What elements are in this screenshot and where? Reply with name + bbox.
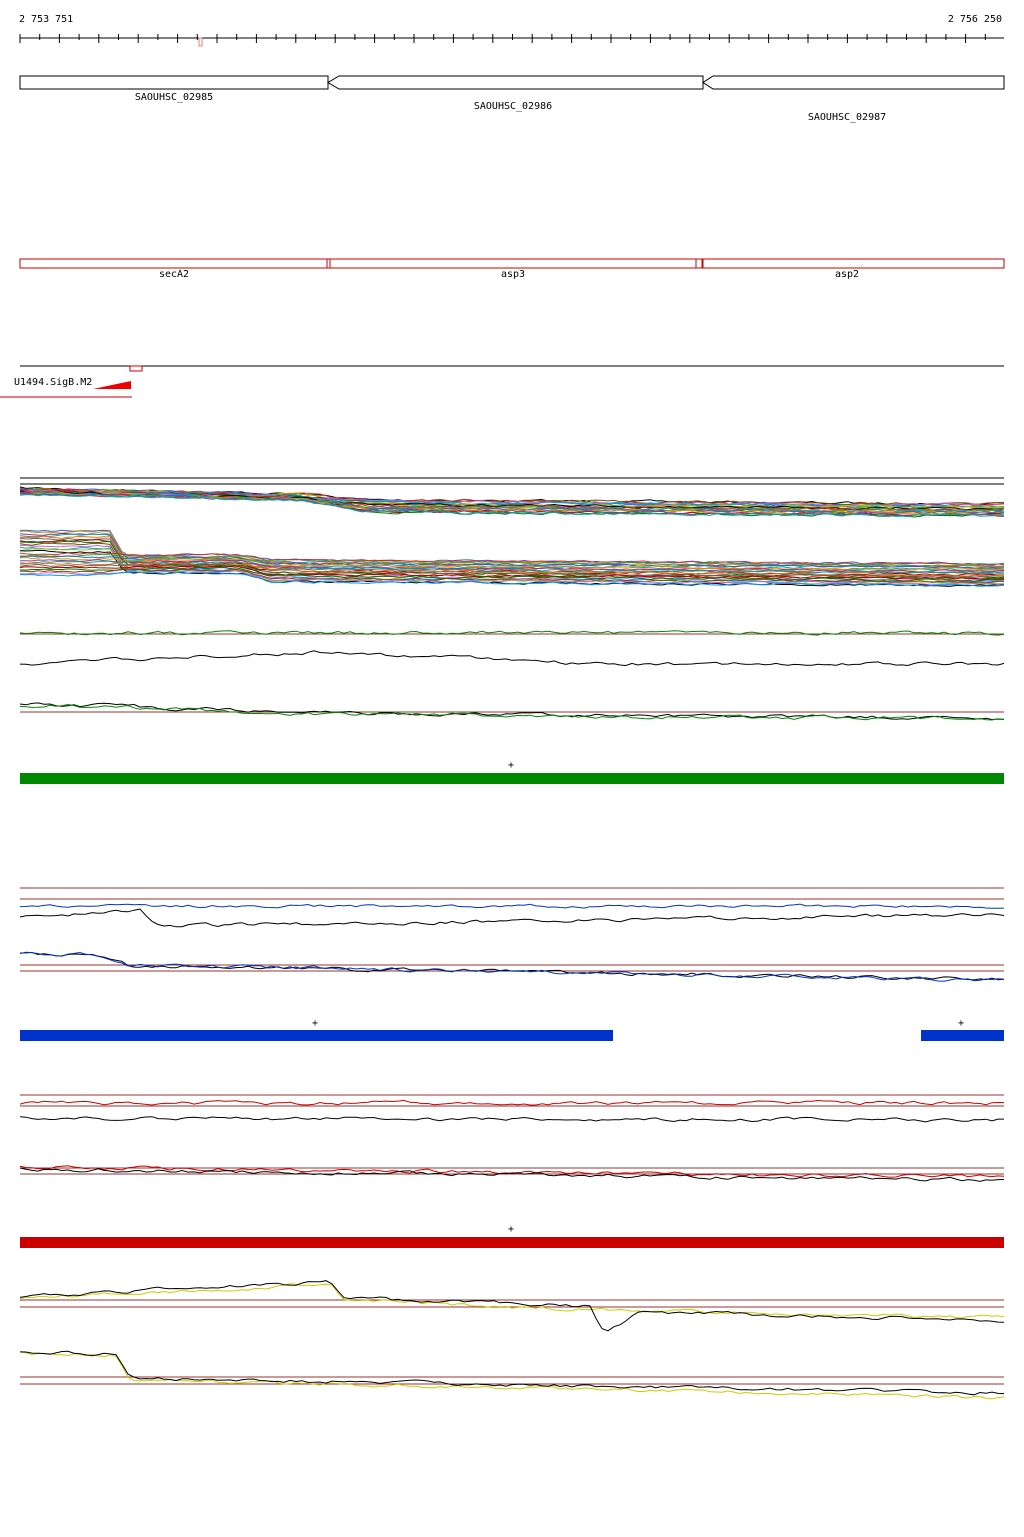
bundle-2-series-line: [20, 568, 1004, 584]
blue-strand-marker-left: +: [311, 1018, 319, 1029]
gene-name-asp3[interactable]: asp3: [500, 269, 526, 280]
gene-label-1[interactable]: SAOUHSC_02985: [134, 92, 214, 103]
bundle-2-series-line: [19, 552, 1005, 566]
bundle-2-series-line: [19, 560, 1004, 574]
start-coordinate: 2 753 751: [19, 14, 74, 25]
red-profile-upper-black: [19, 1116, 1004, 1123]
blue-profile-lower: [19, 951, 1005, 982]
gene-arrow-1[interactable]: [19, 75, 329, 90]
bundle-2-series-line: [20, 559, 1005, 573]
annotation-box-asp3[interactable]: [329, 258, 697, 269]
bundle-2-series-line: [19, 562, 1005, 577]
gene-arrow-2[interactable]: [327, 75, 704, 90]
yellow-profile-lower: [19, 1351, 1005, 1400]
bundle-1-series-line: [19, 491, 1005, 509]
bundle-2-series-line: [19, 556, 1005, 571]
motif-triangle[interactable]: [93, 381, 131, 389]
blue-profile-upper-black: [19, 908, 1005, 928]
gene-name-secA2[interactable]: secA2: [158, 269, 190, 280]
annotation-tick-2: [695, 258, 703, 269]
gene-label-3[interactable]: SAOUHSC_02987: [807, 112, 887, 123]
end-coordinate: 2 756 250: [947, 14, 1002, 25]
gene-arrow-3[interactable]: [702, 75, 1005, 90]
bundle-2-series-line: [20, 570, 1005, 586]
bundle-1-series-line: [19, 493, 1005, 518]
red-strand-marker: +: [507, 1224, 515, 1235]
bundle-2-series-line: [19, 566, 1005, 582]
green-profile-upper-black: [19, 650, 1005, 667]
yellow-profile-upper: [19, 1283, 1005, 1319]
motif-box[interactable]: [129, 365, 143, 372]
green-profile-lower-black: [19, 702, 1005, 721]
red-profile-upper: [19, 1099, 1005, 1106]
blue-strand-marker-right: +: [957, 1018, 965, 1029]
blue-profile-lower-black: [19, 951, 1005, 981]
gene-track: [19, 75, 1005, 90]
coordinate-ruler: [19, 34, 1004, 43]
regulatory-track: [0, 365, 1004, 398]
bundle-2-series-line: [19, 571, 1005, 587]
yellow-profile-upper-black: [19, 1280, 1005, 1332]
bundle-2-series-line: [19, 529, 1005, 565]
green-profile-lower: [19, 703, 1005, 721]
expression-profiles: [19, 477, 1005, 1400]
red-segment[interactable]: [20, 1237, 1004, 1248]
green-strand-marker: +: [507, 760, 515, 771]
yellow-profile-lower-black: [19, 1350, 1005, 1396]
green-profile-upper: [19, 630, 1005, 636]
blue-segment-right[interactable]: [921, 1030, 1004, 1041]
annotation-box-asp2[interactable]: [702, 258, 1005, 269]
position-marker: [198, 37, 203, 47]
annotation-track: [19, 258, 1005, 269]
blue-segment-left[interactable]: [20, 1030, 613, 1041]
red-profile-lower: [19, 1165, 1005, 1178]
green-segment[interactable]: [20, 773, 1004, 784]
sigb-motif-label[interactable]: U1494.SigB.M2: [14, 377, 93, 388]
gene-name-asp2[interactable]: asp2: [834, 269, 860, 280]
bundle-2-series-line: [19, 553, 1005, 568]
blue-profile-upper: [19, 903, 1005, 909]
bundle-2-series-line: [19, 555, 1005, 570]
annotation-box-secA2[interactable]: [19, 258, 328, 269]
gene-label-2[interactable]: SAOUHSC_02986: [473, 101, 553, 112]
bundle-2-series-line: [19, 565, 1005, 580]
red-profile-lower-black: [19, 1167, 1005, 1182]
bundle-2-series-line: [19, 563, 1005, 578]
